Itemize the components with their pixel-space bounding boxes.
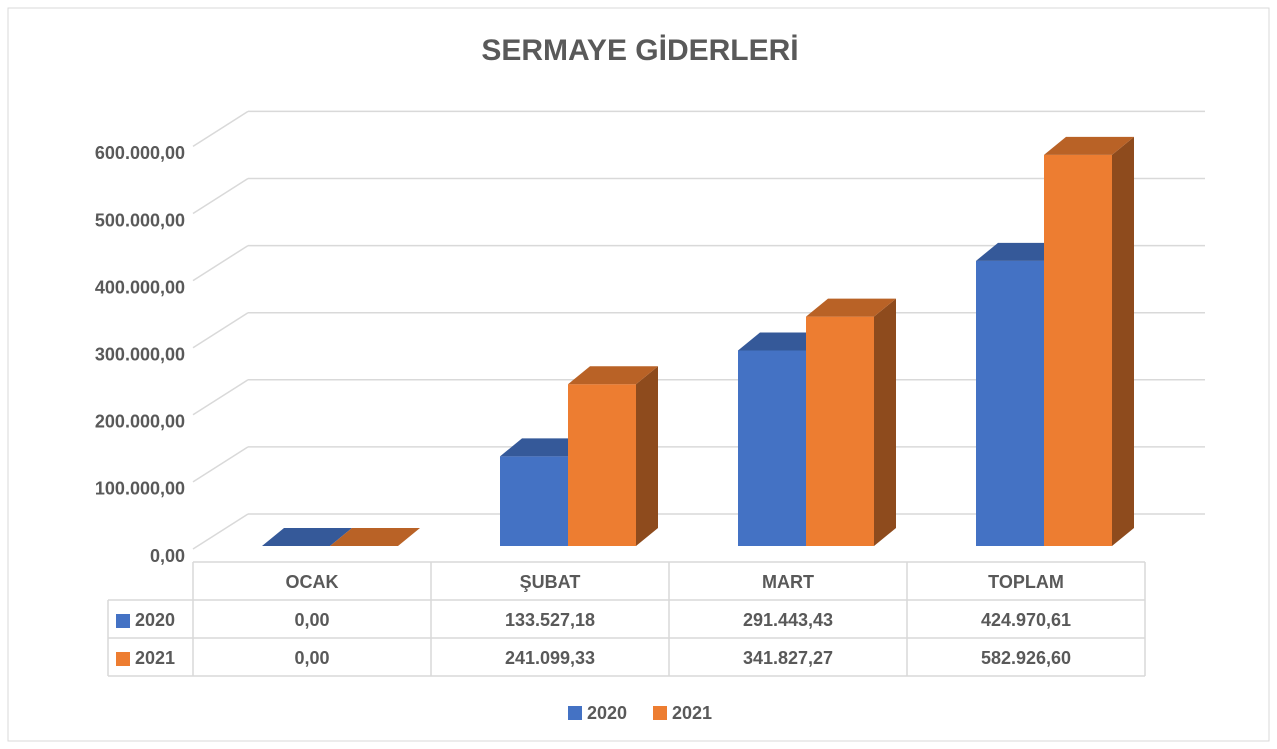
y-tick-label: 100.000,00 bbox=[95, 479, 185, 499]
bar bbox=[568, 384, 636, 546]
grid-line bbox=[192, 110, 249, 148]
data-label: 291.443,43 bbox=[743, 610, 833, 630]
x-tick-label: TOPLAM bbox=[988, 572, 1064, 592]
bar bbox=[500, 456, 568, 546]
grid-line bbox=[192, 312, 249, 349]
bar-top bbox=[500, 438, 590, 457]
legend-label: 2020 bbox=[587, 703, 627, 723]
data-label: 0,00 bbox=[294, 610, 329, 630]
data-label: 424.970,61 bbox=[981, 610, 1071, 630]
bar-top bbox=[568, 366, 658, 385]
grid-line bbox=[192, 379, 249, 416]
bar-top bbox=[330, 528, 420, 546]
bar bbox=[738, 350, 806, 546]
bar bbox=[1044, 154, 1112, 546]
bar-side bbox=[636, 366, 658, 546]
grid-line bbox=[192, 446, 249, 483]
table-legend-label: 2020 bbox=[135, 610, 175, 630]
y-tick-label: 600.000,00 bbox=[95, 143, 185, 163]
bar-top bbox=[806, 298, 896, 317]
y-tick-label: 200.000,00 bbox=[95, 412, 185, 432]
bar-side bbox=[1112, 136, 1134, 546]
chart-title: SERMAYE GİDERLERİ bbox=[481, 34, 798, 67]
table-legend-label: 2021 bbox=[135, 648, 175, 668]
legend-swatch bbox=[568, 706, 582, 720]
grid-line bbox=[192, 513, 249, 550]
data-label: 133.527,18 bbox=[505, 610, 595, 630]
x-tick-label: ŞUBAT bbox=[520, 572, 581, 592]
legend-swatch bbox=[653, 706, 667, 720]
bar-side bbox=[874, 298, 896, 546]
x-tick-label: OCAK bbox=[286, 572, 339, 592]
data-label: 241.099,33 bbox=[505, 648, 595, 668]
bar-top bbox=[976, 242, 1066, 261]
data-label: 341.827,27 bbox=[743, 648, 833, 668]
data-label: 0,00 bbox=[294, 648, 329, 668]
bar bbox=[806, 316, 874, 546]
data-label: 582.926,60 bbox=[981, 648, 1071, 668]
y-tick-label: 500.000,00 bbox=[95, 210, 185, 230]
table-legend-swatch bbox=[116, 652, 130, 666]
y-tick-label: 300.000,00 bbox=[95, 344, 185, 364]
grid-line bbox=[192, 244, 249, 282]
x-tick-label: MART bbox=[762, 572, 814, 592]
bar bbox=[976, 260, 1044, 546]
bar-top bbox=[1044, 136, 1134, 155]
y-tick-label: 400.000,00 bbox=[95, 277, 185, 297]
legend-label: 2021 bbox=[672, 703, 712, 723]
grid-line bbox=[192, 177, 249, 215]
bar-top bbox=[262, 528, 352, 546]
table-legend-swatch bbox=[116, 614, 130, 628]
y-tick-label: 0,00 bbox=[150, 546, 185, 566]
bar-top bbox=[738, 332, 828, 351]
